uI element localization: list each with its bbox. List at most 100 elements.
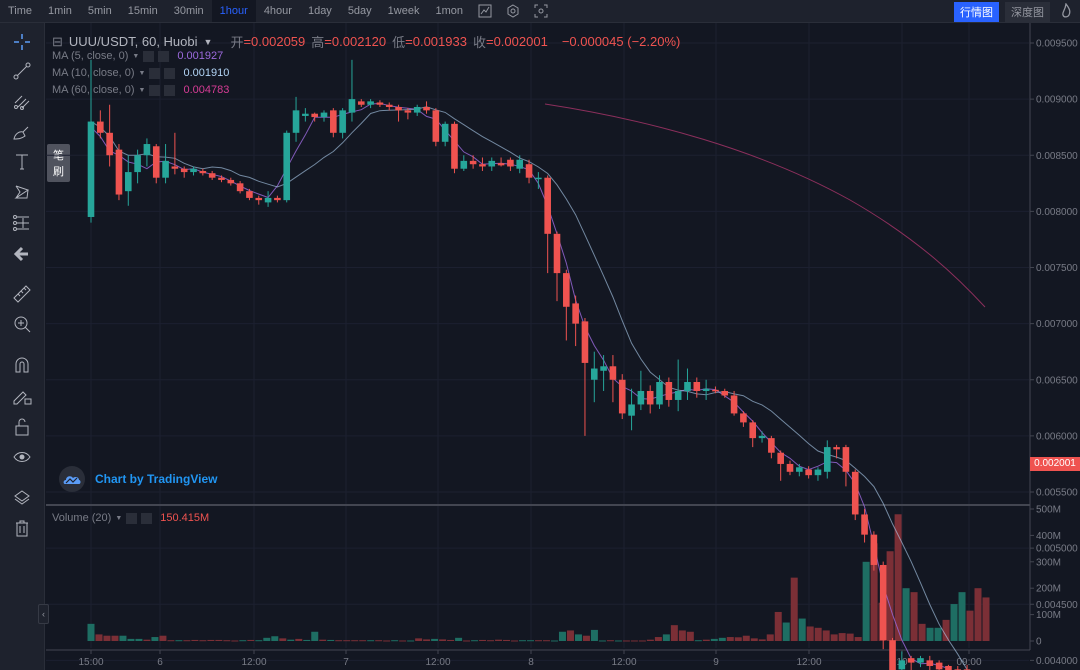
zoom-in-icon[interactable] [11, 313, 33, 335]
tool-tooltip: 笔刷 [47, 144, 70, 182]
collapse-legend-icon[interactable]: ⊟ [52, 33, 63, 49]
magnet-icon[interactable] [11, 354, 33, 376]
ma-label[interactable]: MA (60, close, 0) [52, 84, 135, 96]
trend-line-icon[interactable] [11, 60, 33, 82]
eye-icon[interactable] [11, 446, 33, 468]
tradingview-text: Chart by TradingView [95, 472, 218, 486]
dropdown-icon[interactable]: ▼ [138, 86, 146, 94]
text-tool-icon[interactable] [11, 151, 33, 173]
close-label: 收 [472, 35, 486, 50]
indicator-icon[interactable] [477, 4, 493, 18]
svg-text:6: 6 [157, 657, 163, 668]
volume-label[interactable]: Volume (20) [52, 512, 112, 524]
timeframe-group: Time 1min 5min 15min 30min 1hour 4hour 1day 5day… [0, 0, 471, 22]
price-axis[interactable]: 0.009500 0.009000 0.008500 0.008000 0.007500… [1030, 39, 1078, 670]
brush-icon[interactable] [11, 121, 33, 143]
crosshair-icon[interactable] [11, 31, 33, 53]
ma60-legend: MA (60, close, 0) ▼ 0.004783 [52, 84, 229, 96]
svg-text:0.007500: 0.007500 [1036, 263, 1078, 274]
svg-text:400M: 400M [1036, 531, 1061, 542]
layers-icon[interactable] [11, 487, 33, 509]
timeframe-5day[interactable]: 5day [347, 5, 372, 17]
ma-label[interactable]: MA (10, close, 0) [52, 67, 135, 79]
svg-text:0.005500: 0.005500 [1036, 488, 1078, 499]
settings-icon[interactable] [149, 67, 161, 79]
settings-icon[interactable] [149, 84, 161, 96]
ma-label[interactable]: MA (5, close, 0) [52, 50, 129, 62]
close-icon[interactable] [164, 67, 176, 79]
settings-icon[interactable] [505, 4, 521, 18]
close-icon[interactable] [164, 84, 176, 96]
dropdown-icon[interactable]: ▼ [132, 52, 140, 60]
open-value: =0.002059 [243, 34, 306, 49]
view-switch: 行情图 深度图 [954, 2, 1050, 22]
drawing-toolbar: 笔刷 [0, 23, 70, 670]
svg-text:0.009000: 0.009000 [1036, 95, 1078, 106]
huobi-flame-icon [1060, 2, 1072, 24]
svg-text:12:00: 12:00 [611, 657, 636, 668]
tradingview-cloud-icon [59, 466, 85, 492]
ruler-icon[interactable] [11, 283, 33, 305]
fullscreen-icon[interactable] [533, 4, 549, 18]
timeframe-1week[interactable]: 1week [387, 5, 420, 17]
svg-text:15:00: 15:00 [78, 657, 103, 668]
svg-text:200M: 200M [1036, 584, 1061, 595]
svg-text:0.004000: 0.004000 [1036, 656, 1078, 667]
svg-text:7: 7 [343, 657, 349, 668]
svg-text:0.005000: 0.005000 [1036, 544, 1078, 555]
timeframe-1day[interactable]: 1day [307, 5, 332, 17]
svg-text:8: 8 [528, 657, 534, 668]
dropdown-icon[interactable]: ▼ [115, 514, 123, 522]
depth-view-button[interactable]: 深度图 [1005, 2, 1050, 22]
svg-text:100M: 100M [1036, 610, 1061, 621]
svg-text:12:00: 12:00 [241, 657, 266, 668]
back-arrow-icon[interactable] [11, 243, 33, 265]
svg-text:0.008500: 0.008500 [1036, 151, 1078, 162]
trash-icon[interactable] [11, 517, 33, 539]
close-value: =0.002001 [485, 34, 548, 49]
svg-text:0.004500: 0.004500 [1036, 600, 1078, 611]
close-icon[interactable] [158, 50, 170, 62]
measure-tool-icon[interactable] [11, 212, 33, 234]
timeframe-1min[interactable]: 1min [48, 5, 72, 17]
collapse-sidebar-button[interactable]: ‹ [38, 604, 49, 624]
dropdown-icon[interactable]: ▼ [138, 69, 146, 77]
timeframe-30min[interactable]: 30min [173, 5, 204, 17]
last-price-label: 0.002001 [1030, 457, 1080, 471]
timeframe-15min[interactable]: 15min [127, 5, 158, 17]
timeframe-5min[interactable]: 5min [87, 5, 112, 17]
timeframe-1mon[interactable]: 1mon [435, 5, 463, 17]
svg-text:12:00: 12:00 [425, 657, 450, 668]
close-icon[interactable] [141, 512, 153, 524]
symbol-dropdown-icon[interactable]: ▼ [203, 36, 213, 47]
ma10-legend: MA (10, close, 0) ▼ 0.001910 [52, 67, 229, 79]
settings-icon[interactable] [126, 512, 138, 524]
volume-axis[interactable]: 500M 400M 300M 200M 100M 0 [1030, 505, 1061, 648]
volume-bars [87, 514, 990, 642]
svg-text:12:00: 12:00 [796, 657, 821, 668]
timeframe-4hour[interactable]: 4hour [263, 5, 292, 17]
lock-drawing-icon[interactable] [11, 385, 33, 407]
ma5-legend: MA (5, close, 0) ▼ 0.001927 [52, 50, 223, 62]
candles [87, 59, 971, 670]
chart-view-button[interactable]: 行情图 [954, 2, 999, 22]
settings-icon[interactable] [143, 50, 155, 62]
fib-tool-icon[interactable] [11, 90, 33, 112]
pattern-tool-icon[interactable] [11, 181, 33, 203]
timeframe-time[interactable]: Time [8, 5, 33, 17]
ma60-line [544, 103, 986, 308]
high-label: 高 [311, 35, 325, 50]
svg-text:300M: 300M [1036, 557, 1061, 568]
volume-legend: Volume (20) ▼ 150.415M [52, 512, 209, 524]
top-toolbar: Time 1min 5min 15min 30min 1hour 4hour 1day 5day… [0, 0, 1080, 23]
unlock-icon[interactable] [11, 416, 33, 438]
volume-value: 150.415M [160, 512, 210, 524]
ma-value: 0.001910 [183, 67, 230, 79]
symbol-title[interactable]: UUU/USDT, 60, Huobi [68, 34, 198, 49]
timeframe-1hour[interactable]: 1hour [211, 0, 256, 22]
ma-value: 0.004783 [183, 84, 230, 96]
tradingview-watermark[interactable]: Chart by TradingView [59, 466, 217, 492]
high-value: =0.002120 [324, 34, 387, 49]
